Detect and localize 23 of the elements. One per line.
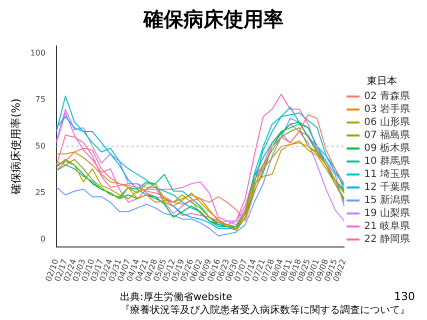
legend-label: 03 岩手県 <box>364 103 410 116</box>
source-note: 出典:厚生労働省website <box>120 290 232 304</box>
legend-label: 11 埼玉県 <box>364 168 410 180</box>
y-tick-label: 50 <box>35 142 46 151</box>
legend-title: 東日本 <box>367 75 398 88</box>
legend-label: 21 岐阜県 <box>364 220 410 232</box>
legend-label: 06 山形県 <box>364 116 410 128</box>
y-axis-title: 確保病床使用率(%) <box>9 98 22 196</box>
y-tick-label: 75 <box>35 94 46 104</box>
legend-label: 10 群馬県 <box>364 155 410 168</box>
legend-label: 19 山梨県 <box>364 207 410 220</box>
legend-label: 22 静岡県 <box>364 233 410 246</box>
y-tick-label: 25 <box>35 188 46 198</box>
text: 『療養状況等及び入院患者受入病床数等に関する調査について』 <box>120 304 410 317</box>
legend-label: 07 福島県 <box>364 129 410 142</box>
chart-title: 確保病床使用率 <box>142 6 284 33</box>
legend-label: 15 新潟県 <box>364 194 410 206</box>
y-tick-label: 0 <box>40 234 46 244</box>
y-tick-label: 100 <box>30 48 46 58</box>
legend-label: 12 千葉県 <box>364 181 410 194</box>
legend-label: 09 栃木県 <box>364 142 410 154</box>
text: 130 <box>394 290 415 303</box>
legend-label: 02 青森県 <box>364 90 410 102</box>
